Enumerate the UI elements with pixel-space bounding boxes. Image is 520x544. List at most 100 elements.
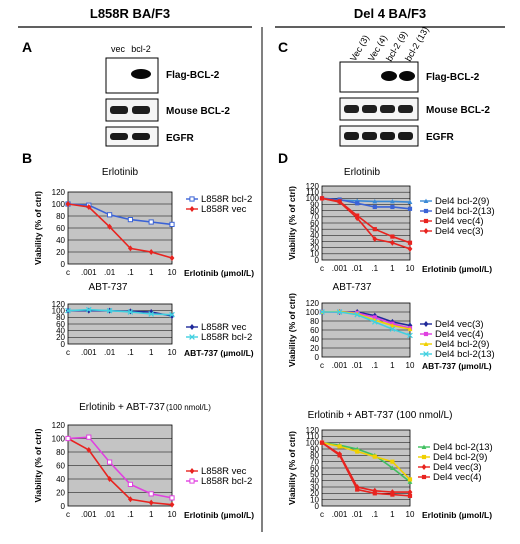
data-point	[85, 306, 92, 313]
y-tick-label: 70	[310, 457, 319, 466]
data-point	[86, 434, 92, 440]
data-point	[86, 204, 92, 210]
data-point	[127, 309, 134, 315]
y-tick-label: 80	[56, 313, 65, 322]
y-tick-label: 120	[306, 299, 320, 308]
panel-a-blot-label-2: Mouse BCL-2	[166, 106, 230, 117]
y-axis-label: Viability (% of ctrl)	[287, 186, 297, 260]
x-tick-label: c	[66, 510, 70, 519]
x-tick-label: c	[320, 361, 324, 370]
series-line	[321, 197, 411, 250]
y-tick-label: 60	[310, 326, 319, 335]
legend-marker	[421, 474, 427, 480]
y-tick-label: 20	[310, 344, 319, 353]
left-column-header: L858R BA/F3	[90, 6, 170, 21]
y-tick-label: 40	[56, 475, 65, 484]
legend-marker	[423, 228, 429, 234]
series-line	[67, 308, 173, 316]
y-tick-label: 10	[310, 495, 319, 504]
data-point	[169, 311, 175, 318]
data-point	[371, 319, 378, 325]
data-point	[407, 493, 413, 498]
data-point	[354, 311, 361, 318]
y-tick-label: 110	[306, 188, 319, 197]
x-tick-label: .001	[81, 268, 97, 277]
panel-c-label: C	[278, 39, 288, 55]
data-point	[169, 495, 175, 501]
y-tick-label: 20	[310, 243, 319, 252]
data-point	[107, 459, 113, 465]
legend-label: L858R vec	[201, 322, 247, 333]
data-point	[148, 249, 154, 255]
y-tick-label: 40	[56, 326, 65, 335]
y-tick-label: 90	[310, 445, 319, 454]
x-axis-label: Erlotinib (µmol/L)	[184, 510, 254, 520]
y-tick-label: 60	[310, 219, 319, 228]
chart-title: ABT-737	[333, 282, 372, 293]
x-tick-label: .01	[104, 268, 116, 277]
data-point	[372, 454, 377, 459]
y-tick-label: 20	[56, 333, 65, 342]
legend-marker	[423, 218, 429, 224]
x-tick-label: 1	[390, 264, 395, 273]
x-tick-label: .1	[371, 264, 378, 273]
legend-marker	[423, 321, 429, 327]
y-tick-label: 80	[310, 317, 319, 326]
legend-marker	[423, 331, 429, 337]
legend-label: Del4 vec(4)	[433, 472, 482, 483]
y-tick-label: 60	[56, 461, 65, 470]
x-tick-label: .1	[371, 510, 378, 519]
panel-c-blot-label-1: Flag-BCL-2	[426, 72, 480, 83]
chart-title: ABT-737	[89, 282, 128, 293]
data-point	[390, 204, 395, 210]
data-point	[65, 435, 71, 442]
x-tick-label: 1	[390, 510, 395, 519]
x-tick-label: c	[320, 510, 324, 519]
y-tick-label: 70	[310, 213, 319, 222]
legend-label: L858R vec	[201, 466, 247, 477]
data-point	[390, 465, 395, 470]
chart-b3: 0 20 40 60 80 100 120 c .001 .01 .1 1 10 Erlotinib + …	[33, 402, 254, 520]
data-point	[107, 223, 112, 230]
legend-label: Del4 vec(4)	[435, 329, 484, 340]
y-tick-label: 40	[310, 335, 319, 344]
y-tick-label: 0	[61, 502, 66, 511]
series-line	[321, 441, 411, 483]
data-point	[407, 240, 413, 245]
data-point	[390, 234, 395, 239]
legend-marker	[189, 334, 195, 340]
panel-c-lane-labels: Vec (3) Vec (4) bcl-2 (9) bcl-2 (13)	[348, 25, 431, 63]
data-point	[354, 215, 360, 222]
panel-c-blot-egfr	[339, 125, 419, 147]
y-tick-label: 100	[52, 434, 66, 443]
y-tick-label: 60	[310, 464, 319, 473]
data-point	[107, 476, 112, 482]
data-point	[127, 217, 134, 223]
panel-a-blot-label-3: EGFR	[166, 133, 195, 144]
data-point	[169, 501, 175, 508]
series-line	[67, 437, 173, 506]
y-tick-label: 80	[56, 212, 65, 221]
x-tick-label: .1	[127, 348, 134, 357]
y-tick-label: 0	[315, 502, 320, 511]
x-axis-label: Erlotinib (µmol/L)	[184, 268, 254, 278]
y-axis-label: Viability (% of ctrl)	[287, 431, 297, 505]
legend-marker	[423, 341, 429, 346]
x-tick-label: .001	[81, 348, 97, 357]
data-point	[148, 219, 154, 225]
panel-c-blot-label-3: EGFR	[426, 132, 455, 143]
data-point	[372, 204, 377, 210]
y-tick-label: 10	[310, 250, 319, 259]
y-tick-label: 0	[61, 340, 66, 349]
data-point	[106, 307, 113, 314]
y-axis-label: Viability (% of ctrl)	[287, 293, 297, 367]
data-point	[355, 487, 360, 492]
data-point	[65, 201, 71, 207]
data-point	[407, 332, 413, 339]
x-tick-label: .001	[81, 510, 97, 519]
data-point	[390, 459, 395, 464]
y-tick-label: 80	[310, 451, 319, 460]
legend-marker	[189, 478, 195, 484]
series-line	[321, 441, 411, 480]
